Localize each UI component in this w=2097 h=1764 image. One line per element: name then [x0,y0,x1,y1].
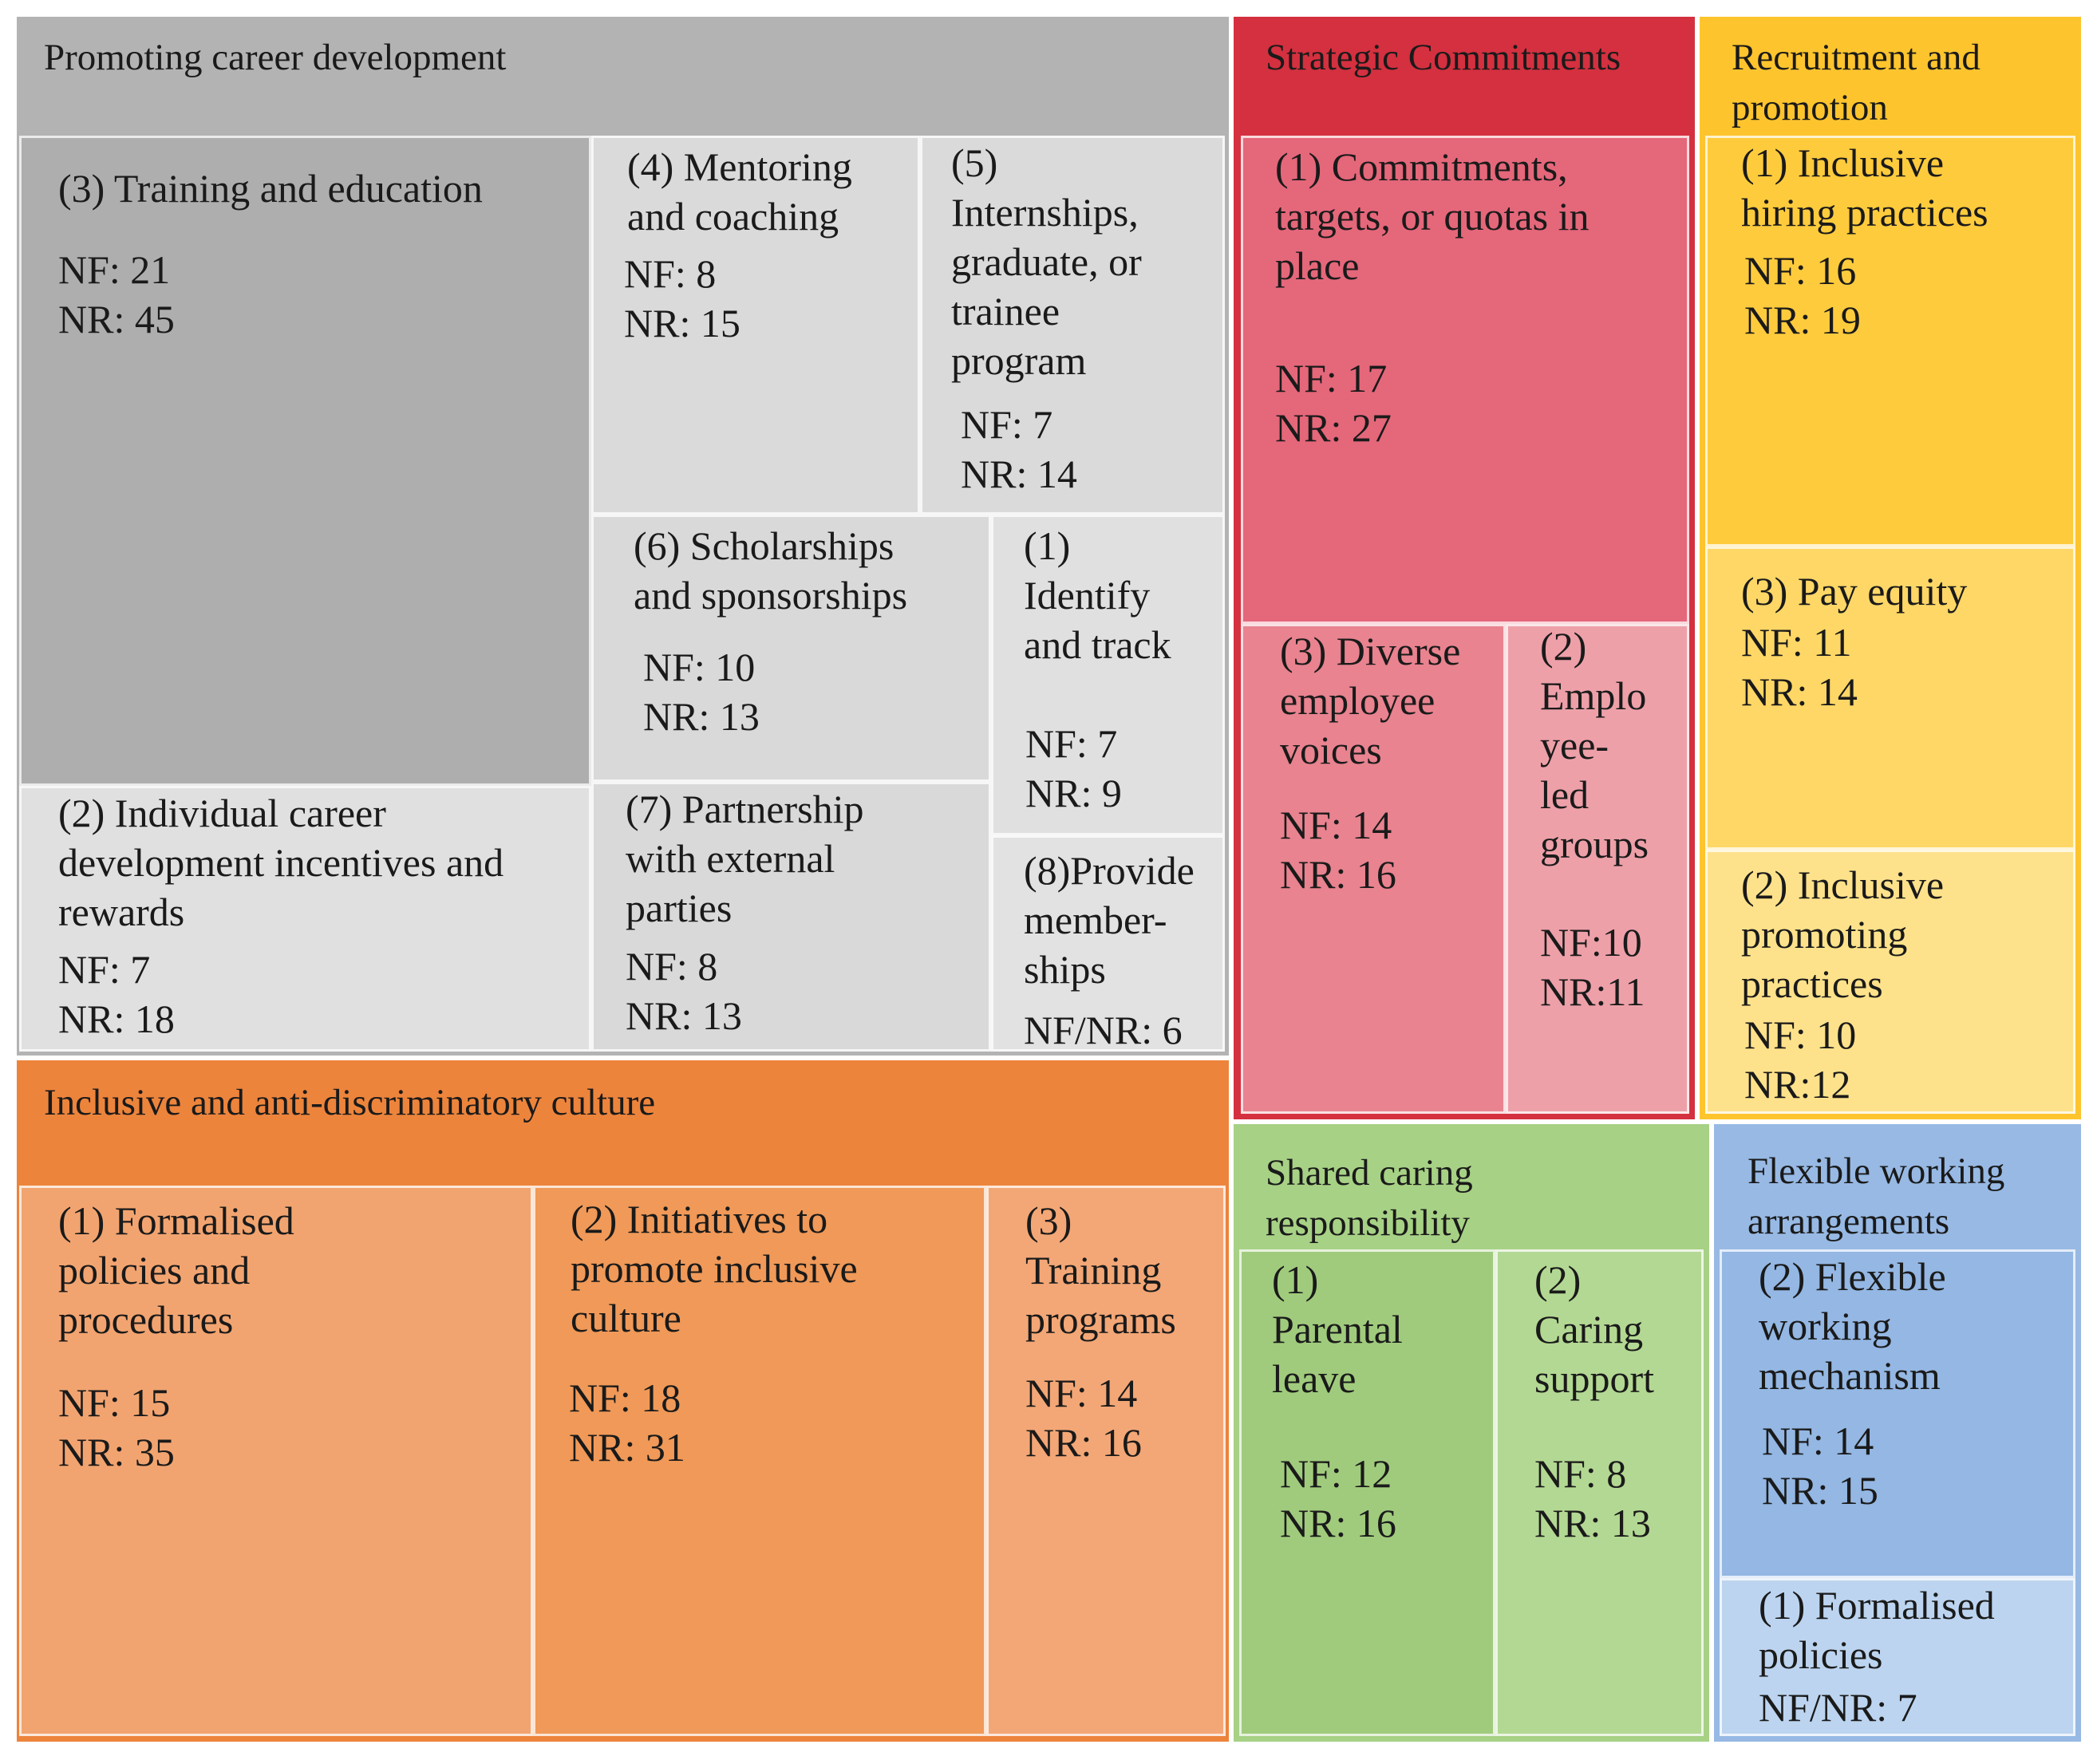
cell-training-and-education: (3) Training and education NF: 21 NR: 45 [19,136,591,786]
cell-individual-career-development: (2) Individual career development incent… [19,786,591,1052]
cell-nr: NR: 14 [1741,669,1858,714]
cell-label: (3) Training programs [1025,1198,1176,1342]
cell-nr: NR: 19 [1744,298,1861,342]
cell-nf: NF: 14 [1762,1419,1874,1463]
cell-flexible-working-mechanism: (2) Flexible working mechanism NF: 14 NR… [1720,1249,2075,1578]
cell-label: (2) Initiatives to promote inclusive cul… [571,1197,858,1340]
cell-scholarships-and-sponsorships: (6) Scholarships and sponsorships NF: 10… [591,515,991,782]
cell-label: (7) Partnership with external parties [626,787,864,930]
cell-label: (8)Provide member- ships [1024,848,1195,992]
cell-label: (1) Identify and track [1024,523,1171,667]
cell-nr: NR: 13 [643,694,760,739]
cell-nr: NR: 16 [1280,1501,1396,1545]
cell-parental-leave: (1) Parental leave NF: 12 NR: 16 [1239,1249,1495,1736]
cell-nf: NF: 12 [1280,1451,1392,1496]
cell-nfnr: NF/NR: 6 [1024,1008,1183,1052]
cell-commitments-targets-quotas: (1) Commitments, targets, or quotas in p… [1241,136,1689,624]
cell-formalised-policies: (1) Formalised policies NF/NR: 7 [1720,1578,2075,1736]
cell-nf: NF: 10 [1744,1012,1857,1057]
cell-label: (2) Individual career development incent… [58,791,504,934]
cell-inclusive-promoting-practices: (2) Inclusive promoting practices NF: 10… [1705,850,2075,1114]
cell-formalised-policies-and-procedures: (1) Formalised policies and procedures N… [19,1186,533,1736]
cell-nf: NF: 8 [1534,1451,1627,1496]
cell-nr: NR: 18 [58,996,175,1041]
cell-nr: NR: 16 [1280,852,1396,897]
cell-label: (1) Inclusive hiring practices [1741,140,1988,235]
group-title: Promoting career development [44,37,507,78]
cell-label: (1) Parental leave [1272,1257,1403,1401]
cell-nf: NF: 8 [626,944,718,989]
cell-nf: NF: 21 [58,247,171,292]
group-title: Flexible working arrangements [1748,1150,2005,1242]
cell-nf: NF: 17 [1275,356,1388,401]
cell-provide-memberships: (8)Provide member- ships NF/NR: 6 [991,835,1225,1052]
group-title: Strategic Commitments [1266,37,1621,78]
cell-label: (2) Caring support [1534,1257,1654,1401]
cell-label: (1) Formalised policies [1759,1583,1995,1677]
cell-nf: NF: 11 [1741,620,1852,665]
cell-nf: NF: 15 [58,1380,171,1425]
cell-mentoring-and-coaching: (4) Mentoring and coaching NF: 8 NR: 15 [591,136,920,515]
cell-nf: NF: 7 [961,402,1053,447]
cell-label: (4) Mentoring and coaching [627,144,852,239]
cell-label: (5) Internships, graduate, or trainee pr… [951,140,1142,383]
cell-partnership-with-external-parties: (7) Partnership with external parties NF… [591,782,991,1052]
cell-nfnr: NF/NR: 7 [1759,1685,1917,1730]
cell-label: (6) Scholarships and sponsorships [634,523,908,618]
cell-nr: NR: 13 [1534,1501,1651,1545]
cell-label: (3) Pay equity [1741,569,1968,614]
group-title: Inclusive and anti-discriminatory cultur… [44,1082,656,1123]
cell-nf: NF: 7 [1025,721,1118,766]
cell-nr: NR:11 [1540,969,1645,1014]
cell-nr: NR: 13 [626,993,742,1038]
cell-training-programs: (3) Training programs NF: 14 NR: 16 [986,1186,1226,1736]
cell-nr: NR: 15 [624,301,740,345]
cell-nf: NF: 7 [58,947,151,992]
cell-nr: NR: 14 [961,452,1077,496]
cell-label: (3) Training and education [58,166,483,211]
cell-internships-program: (5) Internships, graduate, or trainee pr… [920,136,1225,515]
cell-label: (1) Commitments, targets, or quotas in p… [1275,144,1590,288]
cell-nf: NF: 16 [1744,248,1857,293]
group-title: Recruitment and promotion [1732,37,1980,128]
cell-nr: NR: 16 [1025,1420,1142,1465]
cell-identify-and-track: (1) Identify and track NF: 7 NR: 9 [991,515,1225,835]
cell-nr: NR:12 [1744,1062,1851,1107]
cell-nf: NF: 18 [569,1375,681,1420]
cell-pay-equity: (3) Pay equity NF: 11 NR: 14 [1705,547,2075,850]
cell-nf: NF: 14 [1280,803,1392,847]
cell-nr: NR: 31 [569,1425,685,1470]
cell-label: (3) Diverse employee voices [1280,629,1461,772]
cell-inclusive-hiring-practices: (1) Inclusive hiring practices NF: 16 NR… [1705,136,2075,547]
cell-nf: NF:10 [1540,920,1642,965]
cell-caring-support: (2) Caring support NF: 8 NR: 13 [1495,1249,1704,1736]
cell-nr: NR: 27 [1275,405,1392,450]
cell-label: (2) Flexible working mechanism [1759,1254,1946,1398]
group-title: Shared caring responsibility [1266,1152,1473,1244]
cell-diverse-employee-voices: (3) Diverse employee voices NF: 14 NR: 1… [1241,624,1506,1114]
cell-nr: NR: 35 [58,1430,175,1474]
cell-label: (2) Inclusive promoting practices [1741,862,1945,1006]
cell-employee-led-groups: (2) Emplo yee- led groups NF:10 NR:11 [1506,624,1689,1114]
cell-nr: NR: 15 [1762,1468,1878,1513]
cell-nf: NF: 10 [643,645,756,689]
cell-nr: NR: 45 [58,297,175,341]
cell-nf: NF: 8 [624,251,717,296]
cell-initiatives-inclusive-culture: (2) Initiatives to promote inclusive cul… [533,1186,986,1736]
cell-nr: NR: 9 [1025,771,1122,815]
cell-nf: NF: 14 [1025,1371,1138,1415]
cell-label: (2) Emplo yee- led groups [1540,624,1649,866]
cell-label: (1) Formalised policies and procedures [58,1198,294,1342]
